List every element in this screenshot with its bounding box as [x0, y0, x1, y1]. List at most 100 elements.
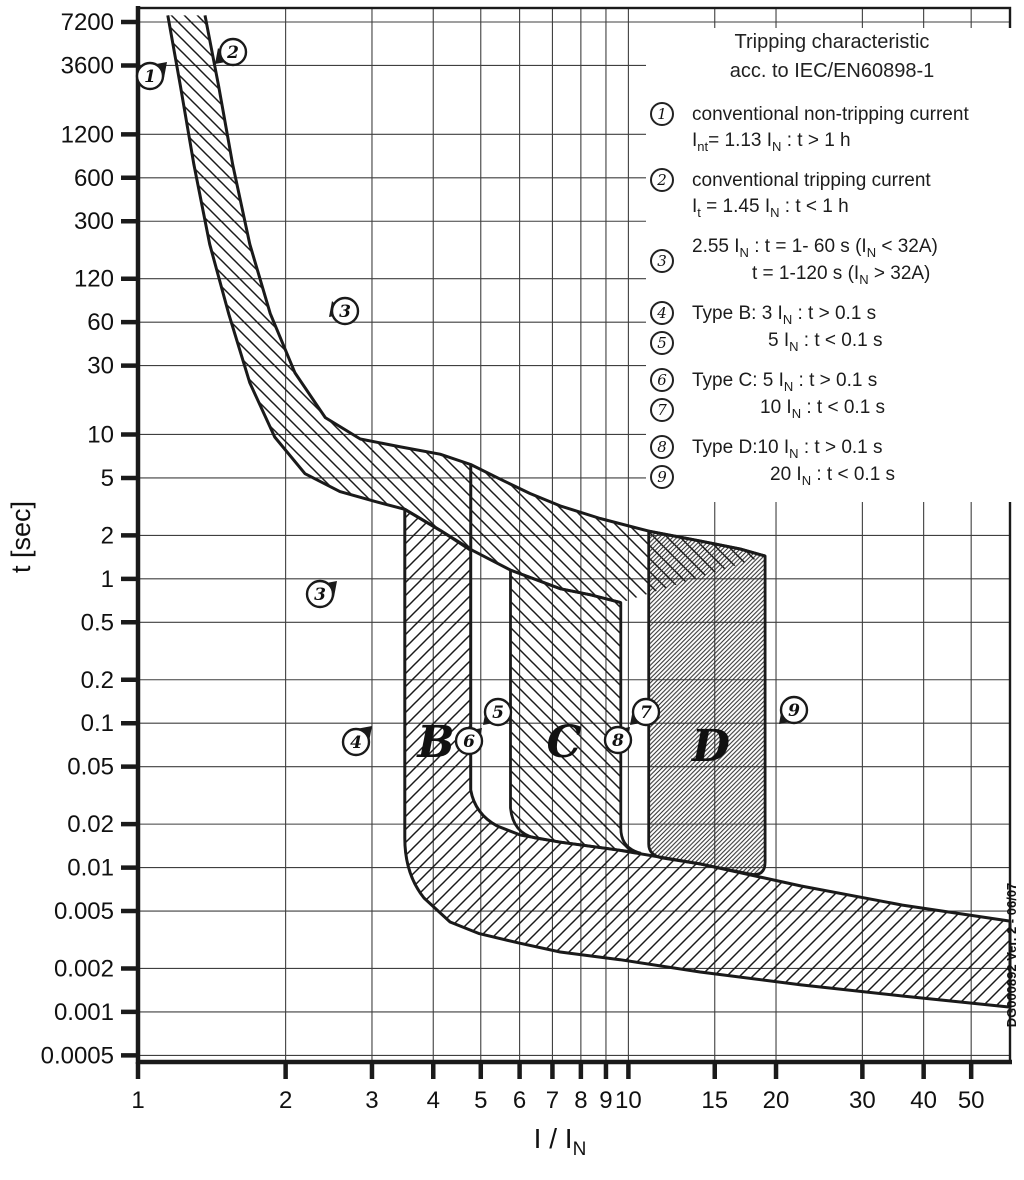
legend-badge-6: 6 — [650, 368, 674, 392]
y-tick-label: 0.005 — [54, 898, 114, 925]
legend-text: = 1.13 I — [708, 130, 773, 151]
y-tick-label: 0.01 — [67, 855, 114, 882]
x-tick-label: 4 — [427, 1087, 440, 1114]
legend-item-badges: 3 — [650, 234, 686, 288]
legend-text: : t > 0.1 s — [798, 437, 883, 458]
legend-subscript: N — [791, 406, 802, 421]
type-d-band — [648, 531, 766, 875]
legend-line: 20 IN : t < 0.1 s — [692, 462, 1018, 489]
legend-badge-1: 1 — [650, 102, 674, 126]
y-tick-label: 1200 — [61, 121, 114, 148]
y-tick-label: 0.1 — [81, 710, 114, 737]
legend-item-lines: 2.55 IN : t = 1- 60 s (IN < 32A) t = 1-12… — [686, 234, 1018, 288]
y-tick-label: 7200 — [61, 9, 114, 36]
x-tick-label: 6 — [513, 1087, 526, 1114]
y-tick-label: 5 — [101, 465, 114, 492]
y-tick-label: 0.5 — [81, 609, 114, 636]
y-tick-label: 0.2 — [81, 667, 114, 694]
x-tick-label: 50 — [958, 1087, 985, 1114]
legend-text: : t < 0.1 s — [811, 464, 896, 485]
callout-3: 3 — [305, 579, 337, 609]
legend-text: t = 1-120 s (I — [752, 263, 860, 284]
legend-text: Type B: 3 I — [692, 303, 783, 324]
legend-item-lines: Type D:10 IN : t > 0.1 s 20 IN : t < 0.1 … — [686, 435, 1018, 489]
legend-subscript: N — [801, 473, 812, 488]
legend-items: 1 conventional non-tripping current Int= 1… — [646, 102, 1018, 489]
x-tick-label: 8 — [574, 1087, 587, 1114]
legend-subscript: N — [783, 379, 794, 394]
bands-layer — [167, 15, 1010, 1008]
callout-number: 3 — [314, 585, 326, 605]
callout-4: 4 — [341, 726, 372, 757]
legend-line: Type B: 3 IN : t > 0.1 s — [692, 301, 1018, 328]
legend-item-lines: conventional non-tripping current Int= 1.… — [686, 102, 1018, 155]
callout-3: 3 — [329, 296, 360, 326]
legend-subscript: nt — [697, 139, 709, 154]
x-tick-label: 30 — [849, 1087, 876, 1114]
x-tick-label: 2 — [279, 1087, 292, 1114]
legend-badge-4: 4 — [650, 301, 674, 325]
x-tick-label: 5 — [474, 1087, 487, 1114]
y-tick-label: 600 — [74, 165, 114, 192]
x-tick-label: 10 — [615, 1087, 642, 1114]
legend-text: I — [692, 130, 698, 151]
callout-circle — [454, 726, 484, 756]
legend-text: 20 I — [770, 464, 802, 485]
legend-line: conventional non-tripping current — [692, 102, 1018, 128]
x-tick-label: 20 — [763, 1087, 790, 1114]
legend-text: > 32A) — [868, 263, 931, 284]
callout-number: 2 — [226, 43, 239, 63]
thermal-band — [167, 15, 766, 603]
callout-number: 4 — [350, 733, 362, 753]
legend-text: I — [692, 196, 698, 217]
legend-text: : t > 1 h — [781, 130, 851, 151]
y-tick-label: 0.002 — [54, 955, 114, 982]
legend-text: conventional tripping current — [692, 170, 931, 191]
legend-text: conventional non-tripping current — [692, 104, 969, 125]
legend-badge-3: 3 — [650, 249, 674, 273]
legend-badge-7: 7 — [650, 398, 674, 422]
y-tick-label: 0.0005 — [41, 1042, 114, 1069]
y-tick-label: 300 — [74, 208, 114, 235]
legend-subscript: N — [772, 139, 782, 154]
legend-text: Type D:10 I — [692, 437, 790, 458]
type-b-and-clearing-band — [404, 509, 1010, 1008]
region-label-D: D — [690, 721, 730, 772]
legend-line: Type C: 5 IN : t > 0.1 s — [692, 368, 1018, 395]
y-tick-label: 0.05 — [67, 754, 114, 781]
legend-title: Tripping characteristic acc. to IEC/EN60… — [646, 28, 1018, 86]
callout-circle — [779, 695, 809, 725]
legend: Tripping characteristic acc. to IEC/EN60… — [646, 28, 1018, 502]
y-tick-label: 1 — [101, 566, 114, 593]
callout-circle — [330, 296, 360, 326]
upper-limit-curve — [203, 15, 766, 558]
legend-text: < 32A) — [876, 236, 938, 257]
legend-subscript: N — [859, 272, 869, 287]
callout-1: 1 — [135, 61, 167, 91]
callout-number: 5 — [492, 703, 504, 723]
legend-line: Type D:10 IN : t > 0.1 s — [692, 435, 1018, 462]
legend-item-lines: conventional tripping current It = 1.45 I… — [686, 168, 1018, 221]
legend-text: : t < 0.1 s — [801, 397, 886, 418]
legend-line: conventional tripping current — [692, 168, 1018, 194]
legend-text: : t < 1 h — [779, 196, 849, 217]
legend-subscript: N — [739, 245, 749, 260]
legend-subscript: N — [782, 312, 793, 327]
legend-item-badges: 2 — [650, 168, 686, 221]
legend-text: = 1.45 I — [700, 196, 771, 217]
y-tick-label: 0.001 — [54, 999, 114, 1026]
legend-line: It = 1.45 IN : t < 1 h — [692, 194, 1018, 221]
x-axis-title: I / IN — [534, 1123, 587, 1160]
legend-item-lines: Type C: 5 IN : t > 0.1 s 10 IN : t < 0.1 … — [686, 368, 1018, 422]
legend-item-1: 1 conventional non-tripping current Int= 1… — [650, 102, 1018, 155]
legend-badge-9: 9 — [650, 465, 674, 489]
callout-circle — [135, 61, 165, 91]
y-tick-label: 0.02 — [67, 811, 114, 838]
x-tick-label: 1 — [131, 1087, 144, 1114]
legend-badge-8: 8 — [650, 435, 674, 459]
